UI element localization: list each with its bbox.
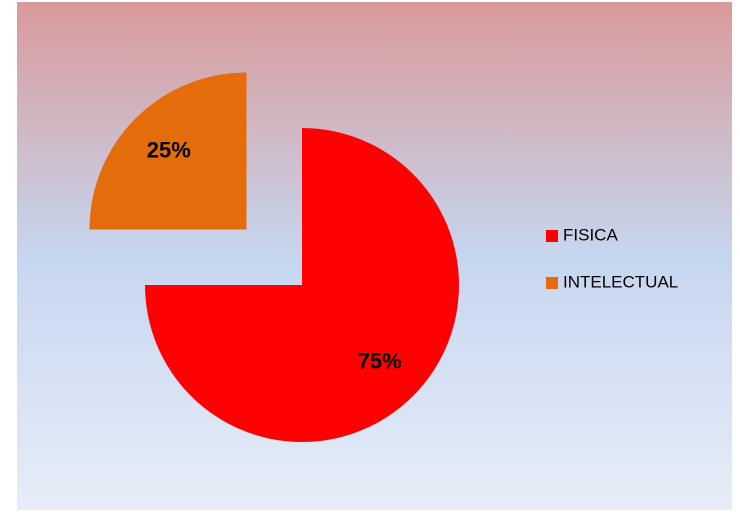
pie-slice [89, 72, 247, 230]
legend-label: INTELECTUAL [563, 272, 678, 291]
data-label: 25% [147, 138, 191, 163]
legend-swatch [546, 277, 558, 289]
pie-slice [145, 128, 459, 442]
data-label: 75% [358, 349, 402, 374]
legend-swatch [546, 230, 558, 242]
legend-label: FISICA [563, 225, 618, 244]
